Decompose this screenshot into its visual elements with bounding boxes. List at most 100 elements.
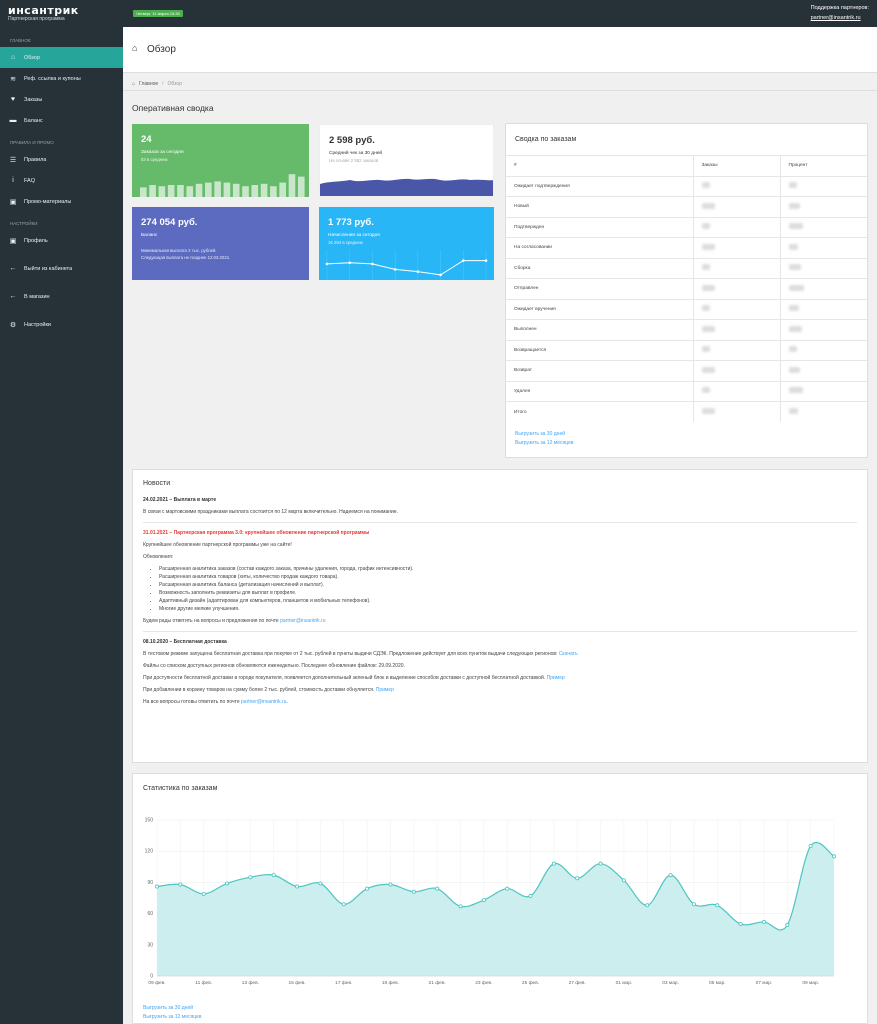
column-header: Процент: [779, 155, 867, 176]
sidebar-item-label: Заказы: [24, 96, 43, 103]
divider: [143, 522, 857, 523]
table-row: Ожидает вручения: [506, 298, 867, 320]
data-point: [738, 921, 743, 926]
y-tick-label: 90: [147, 880, 153, 886]
sparkline-point: [393, 268, 397, 271]
sparkline-bar: [139, 187, 147, 197]
export-30-days-link[interactable]: Выгрузить за 30 дней: [143, 1005, 194, 1011]
data-point: [621, 878, 626, 883]
brand-logo[interactable]: инсантрик: [8, 4, 79, 17]
news-text: В тестовом режиме запущена бесплатная до…: [143, 651, 857, 657]
y-tick-label: 150: [145, 818, 154, 824]
status-cell: Итого: [506, 401, 693, 422]
news-text: Обновления:: [143, 554, 174, 560]
sparkline-bar: [270, 186, 277, 197]
tile-sub: 16 294 в среднем: [328, 240, 363, 245]
tile-value: 24: [141, 134, 152, 145]
heart-icon: ♥: [10, 96, 16, 103]
sidebar-item-orders[interactable]: ♥ Заказы: [0, 89, 123, 110]
summary-table: # Заказы Процент Ожидает подтверждения Но…: [506, 155, 867, 422]
sidebar-item-overview[interactable]: ⌂ Обзор: [0, 47, 123, 68]
data-point: [458, 904, 463, 909]
column-header: Заказы: [692, 155, 780, 176]
tile-sub: На основе 2 582 заказов: [329, 158, 379, 163]
image-icon: ▣: [9, 198, 17, 206]
data-point: [388, 882, 393, 887]
orders-cell: [692, 175, 780, 197]
data-point: [341, 902, 346, 907]
support-label: Поддержка партнеров:: [810, 5, 869, 11]
example-link[interactable]: Пример: [375, 687, 394, 693]
redacted-value: [701, 202, 715, 209]
redacted-value: [788, 202, 800, 209]
email-link[interactable]: partner@insantrik.ru: [241, 699, 287, 705]
orders-cell: [692, 401, 780, 422]
redacted-value: [701, 325, 715, 332]
percent-cell: [779, 257, 867, 279]
example-link[interactable]: Пример: [546, 675, 565, 681]
sidebar-item-label: Реф. ссылка и купоны: [24, 75, 81, 82]
card-title: Новости: [143, 480, 171, 487]
data-point: [225, 881, 230, 886]
tile-label: Баланс: [141, 233, 158, 238]
news-heading: 31.01.2021 – Партнерская программа 3.0: …: [143, 530, 370, 536]
sparkline-bar: [205, 182, 212, 197]
table-row: Ожидает подтверждения: [506, 175, 867, 197]
data-point: [154, 884, 159, 889]
orders-summary-card: Сводка по заказам # Заказы Процент Ожида…: [505, 123, 868, 458]
data-point: [528, 893, 533, 898]
redacted-value: [701, 305, 710, 312]
column-header: #: [506, 155, 693, 176]
divider: [143, 631, 857, 632]
percent-cell: [779, 319, 867, 340]
average-check-sparkline: [320, 178, 493, 196]
x-tick-label: 21 фев.: [429, 980, 446, 986]
sidebar-item-shop[interactable]: ← В магазин: [0, 286, 123, 307]
data-point: [481, 898, 486, 903]
sidebar-item-ref-links[interactable]: ≋ Реф. ссылка и купоны: [0, 68, 123, 89]
table-row: Подтвержден: [506, 216, 867, 238]
sidebar: Главное ⌂ Обзор ≋ Реф. ссылка и купоны ♥ За…: [0, 27, 123, 1024]
sidebar-item-profile[interactable]: ▣ Профиль: [0, 230, 123, 251]
sidebar-item-balance[interactable]: ▬ Баланс: [0, 110, 123, 131]
sparkline-bar: [158, 186, 166, 197]
export-12-months-link[interactable]: Выгрузить за 12 месяцев: [143, 1014, 202, 1020]
sidebar-item-faq[interactable]: i FAQ: [0, 170, 123, 191]
sparkline-bar: [279, 182, 286, 197]
sparkline-point: [461, 259, 465, 262]
status-cell: Удален: [506, 380, 693, 402]
orders-cell: [692, 380, 780, 402]
email-link[interactable]: partner@insantrik.ru: [280, 618, 326, 624]
sidebar-item-label: Настройки: [24, 321, 51, 328]
export-12-months-link[interactable]: Выгрузить за 12 месяцев: [515, 440, 574, 446]
percent-cell: [779, 216, 867, 238]
sparkline-line: [326, 260, 486, 276]
orders-stats-card: Статистика по заказам 0 30 60 90 120 150 09 фе…: [132, 773, 868, 1024]
list-item: Расширенная аналитика товаров (хиты, кол…: [159, 574, 857, 580]
orders-cell: [692, 339, 780, 361]
status-cell: Новый: [506, 196, 693, 217]
export-30-days-link[interactable]: Выгрузить за 30 дней: [515, 431, 566, 437]
status-cell: Ожидает вручения: [506, 298, 693, 320]
sidebar-item-promo[interactable]: ▣ Промо-материалы: [0, 191, 123, 212]
info-icon: i: [12, 177, 14, 184]
table-row: Сборка: [506, 257, 867, 279]
home-icon: ⌂: [10, 54, 16, 61]
support-email-link[interactable]: partner@insantrik.ru: [810, 15, 861, 21]
sidebar-item-label: FAQ: [24, 177, 36, 184]
wifi-icon: ≋: [10, 75, 16, 83]
orders-area-chart: 0 30 60 90 120 150 09 фев. 11 фев. 13 фев. 15 фев…: [145, 818, 837, 986]
sidebar-item-logout[interactable]: ← Выйти из кабинета: [0, 258, 123, 279]
x-tick-label: 09 фев.: [148, 980, 165, 986]
download-link[interactable]: Скачать: [558, 651, 578, 657]
list-item: Многие другие мелкие улучшения.: [159, 606, 857, 612]
sparkline-bar: [223, 182, 231, 197]
sidebar-item-settings[interactable]: ⚙ Настройки: [0, 314, 123, 335]
data-point: [761, 919, 766, 924]
sidebar-item-rules[interactable]: ☰ Правила: [0, 149, 123, 170]
breadcrumb-home-link[interactable]: Главное: [139, 81, 159, 87]
y-tick-label: 0: [150, 974, 153, 980]
sparkline-point: [416, 270, 420, 273]
data-point: [551, 861, 556, 866]
redacted-value: [788, 264, 801, 271]
